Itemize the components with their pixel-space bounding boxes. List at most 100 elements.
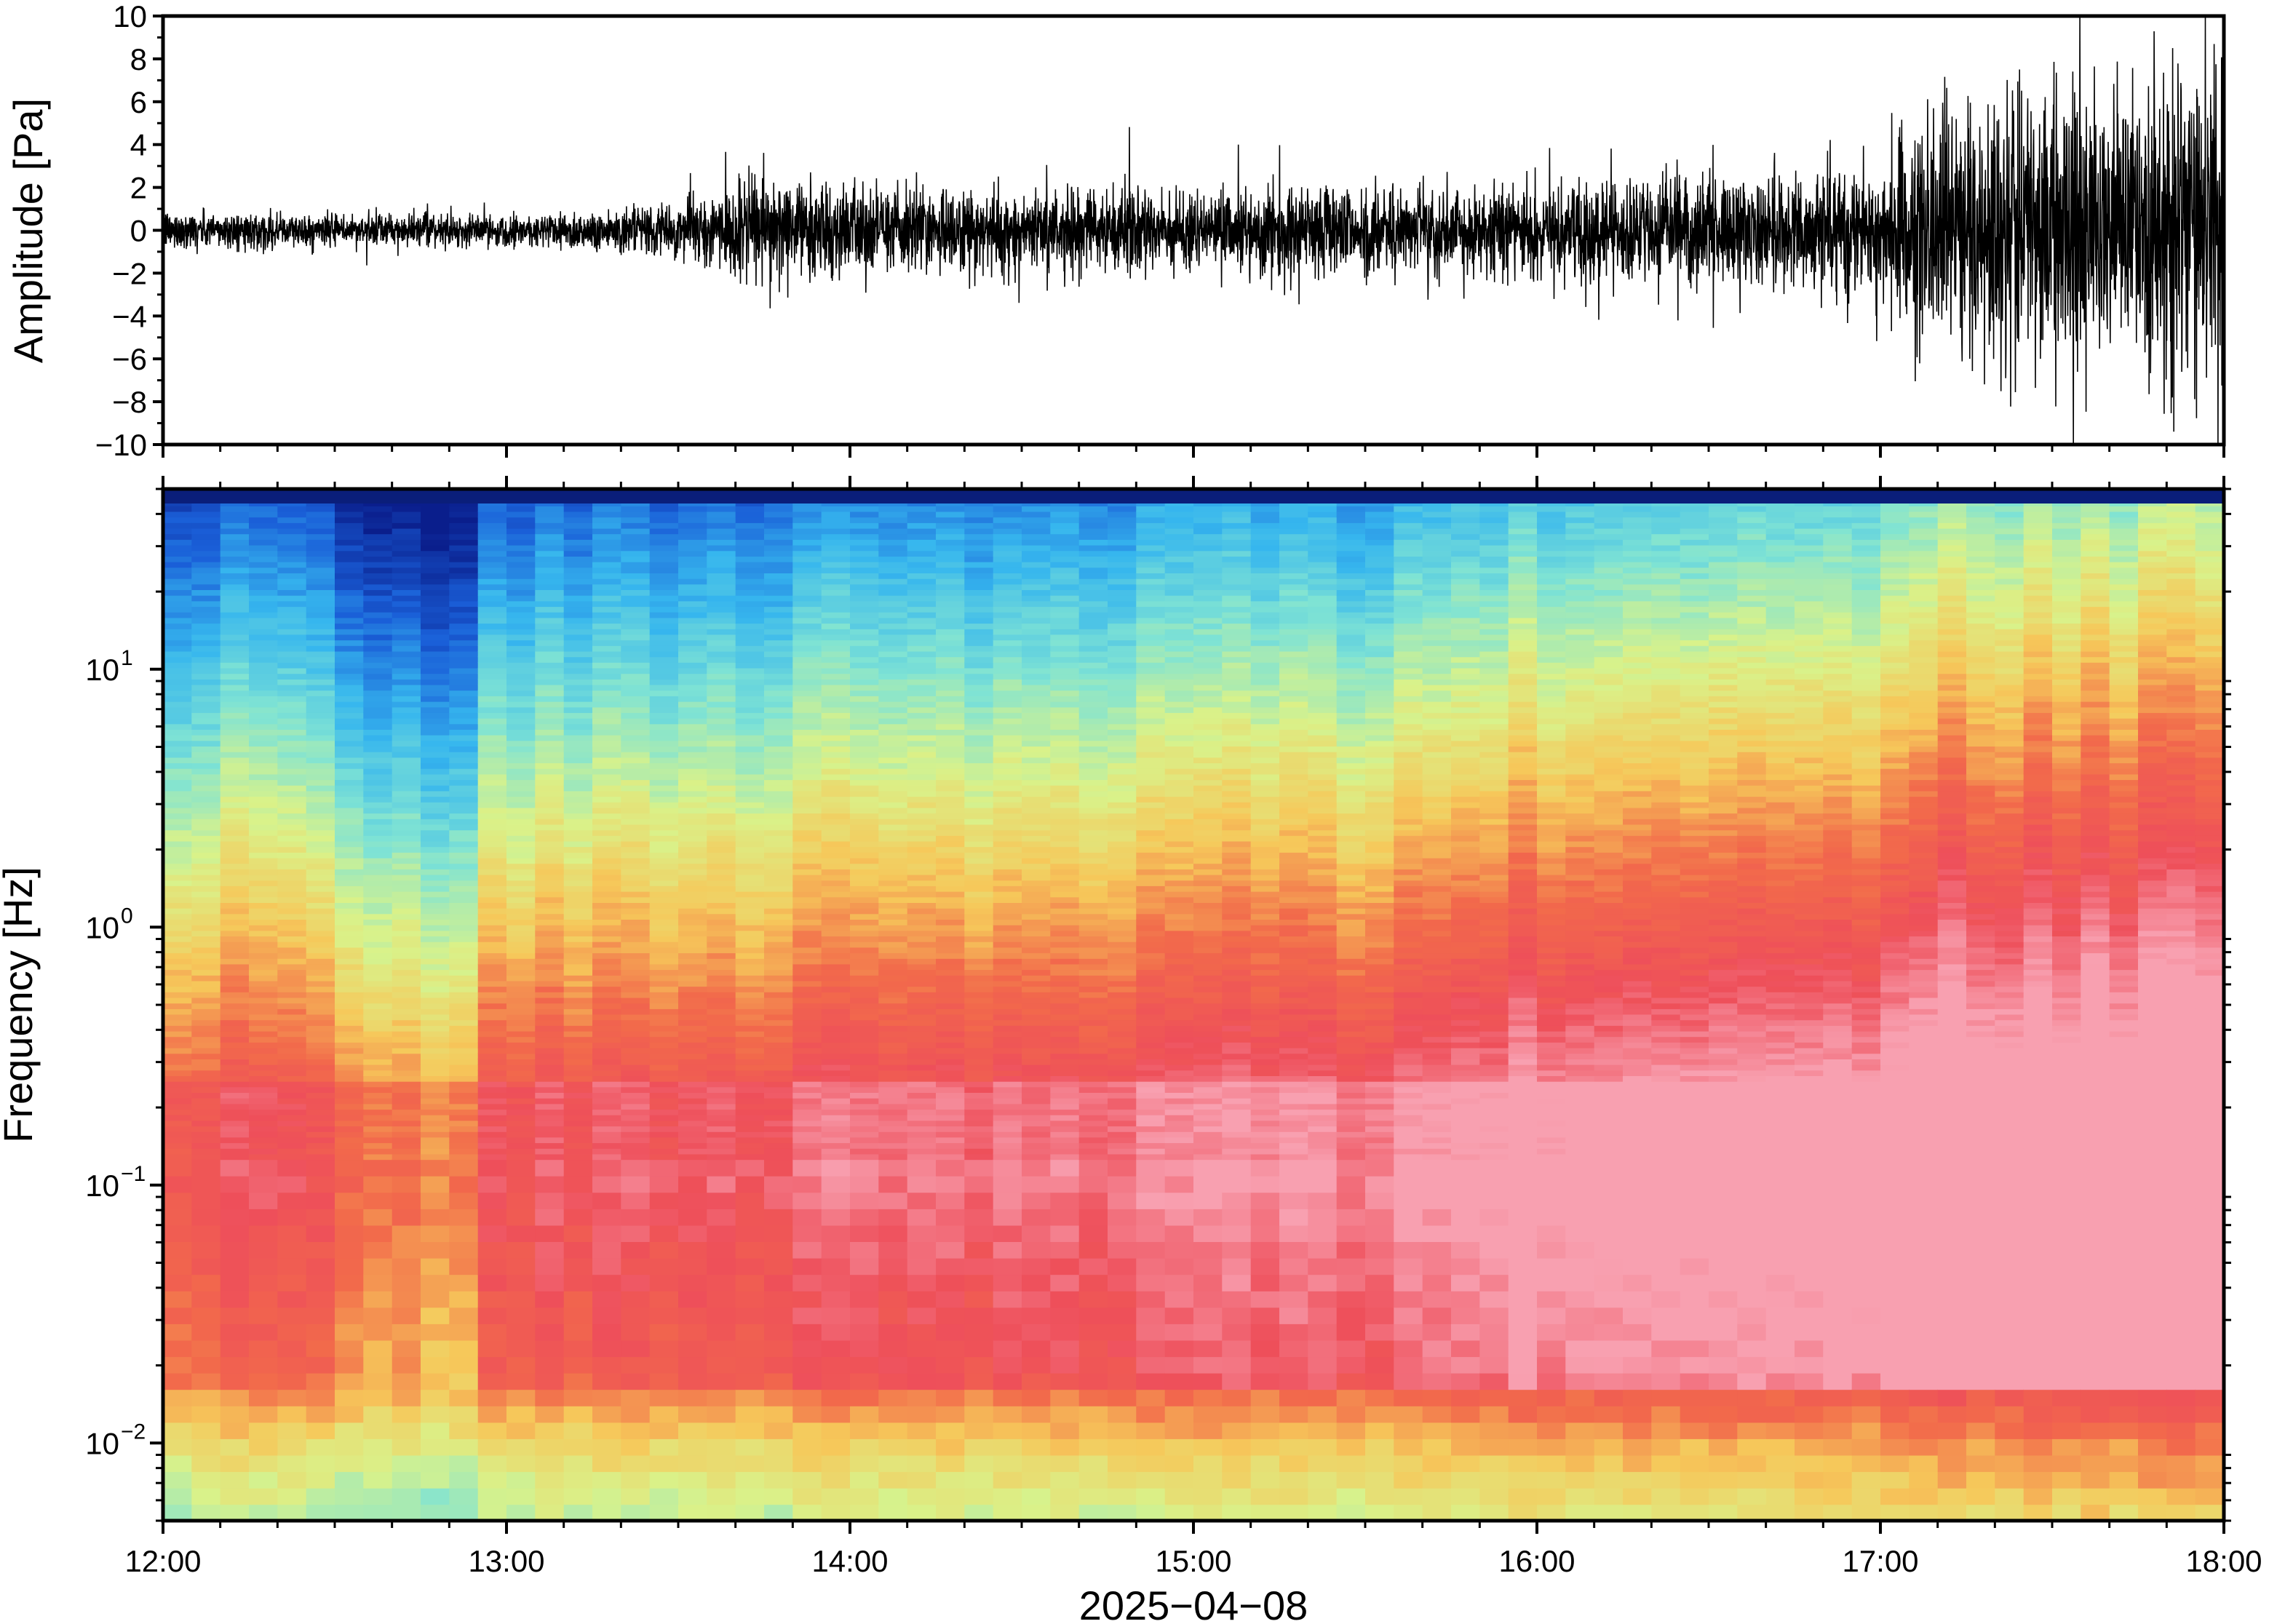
spectrogram-cell <box>249 919 279 926</box>
spectrogram-cell <box>449 941 479 948</box>
spectrogram-cell <box>707 650 736 658</box>
spectrogram-cell <box>249 1274 279 1291</box>
spectrogram-cell <box>735 1047 765 1054</box>
spectrogram-cell <box>907 891 937 898</box>
spectrogram-cell <box>191 1109 221 1115</box>
spectrogram-cell <box>678 1192 708 1209</box>
spectrogram-cell <box>335 662 365 669</box>
spectrogram-cell <box>277 656 307 663</box>
spectrogram-cell <box>335 1070 365 1076</box>
spectrogram-cell <box>878 1471 908 1489</box>
spectrogram-cell <box>563 1080 593 1088</box>
spectrogram-cell <box>764 963 794 971</box>
spectrogram-cell <box>1108 1389 1137 1406</box>
spectrogram-cell <box>1078 1422 1108 1439</box>
spectrogram-cell <box>792 544 822 552</box>
spectrogram-cell <box>936 712 966 719</box>
spectrogram-cell <box>306 723 335 730</box>
spectrogram-cell <box>191 1070 221 1076</box>
spectrogram-cell <box>707 701 736 708</box>
spectrogram-cell <box>1050 1036 1080 1043</box>
spectrogram-cell <box>707 1126 736 1132</box>
spectrogram-cell <box>506 1008 536 1015</box>
spectrogram-cell <box>764 863 794 869</box>
spectrogram-cell <box>993 963 1022 971</box>
spectrogram-cell <box>220 1148 250 1155</box>
spectrogram-cell <box>421 941 450 948</box>
spectrogram-cell <box>535 1114 565 1121</box>
spectrogram-cell <box>335 594 365 602</box>
spectrogram-cell <box>621 869 651 875</box>
spectrogram-cell <box>163 522 193 529</box>
spectrogram-cell <box>249 796 279 803</box>
spectrogram-cell <box>249 902 279 909</box>
spectrogram-cell <box>735 1080 765 1088</box>
spectrogram-cell <box>191 1103 221 1110</box>
spectrogram-cell <box>735 690 765 696</box>
spectrogram-cell <box>1136 813 1166 819</box>
spectrogram-cell <box>964 506 994 512</box>
spectrogram-cell <box>821 863 851 869</box>
spectrogram-cell <box>621 1438 651 1456</box>
spectrogram-cell <box>392 1126 421 1132</box>
spectrogram-cell <box>1108 1159 1137 1177</box>
spectrogram-cell <box>878 1114 908 1121</box>
spectrogram-cell <box>535 1131 565 1138</box>
spectrogram-cell <box>563 997 593 1004</box>
spectrogram-cell <box>792 790 822 797</box>
spectrogram-cell <box>1022 567 1052 573</box>
spectrogram-cell <box>907 650 937 658</box>
spectrogram-cell <box>878 1014 908 1021</box>
spectrogram-cell <box>621 623 651 629</box>
spectrogram-cell <box>850 662 880 669</box>
spectrogram-cell <box>592 533 622 540</box>
spectrogram-cell <box>993 936 1022 942</box>
spectrogram-cell <box>936 1406 966 1423</box>
spectrogram-cell <box>306 578 335 585</box>
spectrogram-cell <box>277 1454 307 1473</box>
spectrogram-cell <box>477 561 507 568</box>
spectrogram-cell <box>1108 992 1137 998</box>
spectrogram-cell <box>191 611 221 618</box>
spectrogram-cell <box>421 975 450 982</box>
spectrogram-cell <box>878 556 908 562</box>
spectrogram-cell <box>477 628 507 635</box>
spectrogram-cell <box>649 1142 679 1149</box>
spectrogram-cell <box>649 784 679 792</box>
spectrogram-cell <box>707 1422 736 1439</box>
spectrogram-cell <box>363 1454 393 1473</box>
spectrogram-cell <box>764 829 794 836</box>
spectrogram-cell <box>1050 930 1080 936</box>
spectrogram-cell <box>363 924 393 931</box>
spectrogram-cell <box>649 701 679 708</box>
spectrogram-cell <box>678 891 708 898</box>
spectrogram-cell <box>1108 628 1137 635</box>
spectrogram-cell <box>936 1454 966 1473</box>
spectrogram-cell <box>563 623 593 629</box>
spectrogram-cell <box>563 1454 593 1473</box>
spectrogram-cell <box>878 1209 908 1226</box>
spectrogram-cell <box>421 1274 450 1291</box>
spectrogram-cell <box>506 1126 536 1132</box>
spectrogram-cell <box>936 829 966 836</box>
spectrogram-cell <box>792 679 822 685</box>
spectrogram-cell <box>449 924 479 931</box>
spectrogram-cell <box>993 907 1022 915</box>
spectrogram-cell <box>1136 1019 1166 1026</box>
spectrogram-cell <box>964 701 994 708</box>
spectrogram-cell <box>678 1042 708 1048</box>
spectrogram-cell <box>764 673 794 680</box>
spectrogram-cell <box>506 617 536 624</box>
spectrogram-cell <box>735 578 765 585</box>
spectrogram-cell <box>563 701 593 708</box>
spectrogram-cell <box>850 723 880 730</box>
spectrogram-cell <box>163 606 193 613</box>
spectrogram-cell <box>792 1159 822 1177</box>
spectrogram-cell <box>535 1372 565 1390</box>
spectrogram-cell <box>1050 907 1080 915</box>
spectrogram-cell <box>821 1042 851 1048</box>
spectrogram-cell <box>191 919 221 926</box>
spectrogram-cell <box>621 506 651 512</box>
spectrogram-cell <box>964 1471 994 1489</box>
spectrogram-cell <box>707 857 736 864</box>
